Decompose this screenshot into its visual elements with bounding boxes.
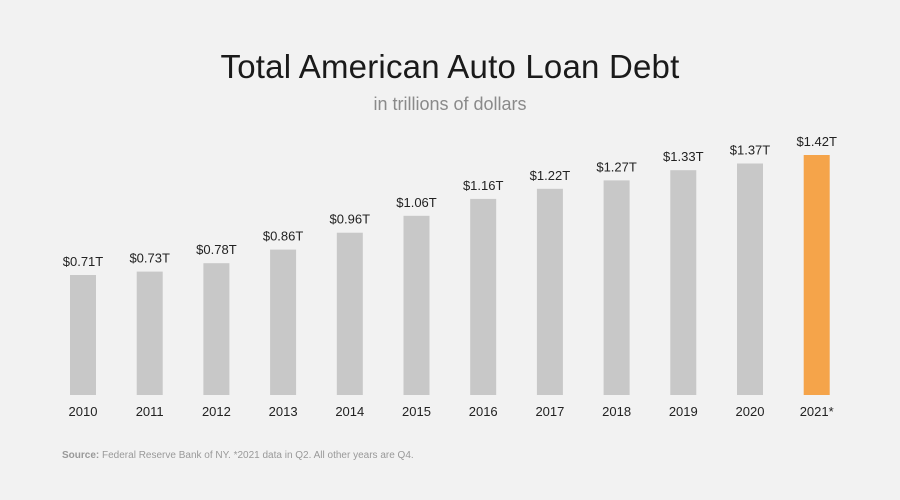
bar-2021 [803,155,830,395]
bar-2017 [536,188,563,395]
x-tick-label: 2012 [202,404,231,419]
x-tick-label: 2018 [602,404,631,419]
source-text: Federal Reserve Bank of NY. *2021 data i… [102,450,414,461]
bar-value-label: $0.78T [196,242,237,257]
x-tick-label: 2011 [136,404,164,419]
bar-2016 [470,198,497,395]
bar-2018 [603,180,630,395]
source-note: Source: Federal Reserve Bank of NY. *202… [62,450,414,461]
bar-2012 [203,263,230,395]
x-tick-label: 2017 [535,404,564,419]
bars-group: $0.71T 2010 $0.73T 2011 $0.78T 2012 $0.86T 2013… [63,134,837,419]
bar-value-label: $1.33T [663,149,704,164]
bar-value-label: $1.06T [396,195,437,210]
bar-2013 [270,249,297,395]
bar-value-label: $0.73T [129,251,170,266]
bar-value-label: $1.42T [796,134,837,149]
bar-value-label: $0.86T [263,229,304,244]
bar-2010 [70,275,96,395]
x-tick-label: 2015 [402,404,431,419]
bar-value-label: $0.71T [63,254,104,269]
x-tick-label: 2010 [69,404,98,419]
bar-value-label: $0.96T [330,212,371,227]
bar-value-label: $1.16T [463,178,504,193]
x-tick-label: 2020 [736,404,765,419]
x-tick-label: 2021* [800,404,834,419]
bar-2019 [670,170,697,395]
bar-2015 [403,215,430,395]
bar-value-label: $1.27T [596,159,637,174]
bar-2011 [136,271,163,395]
chart-title: Total American Auto Loan Debt [220,48,680,85]
bar-2014 [336,232,363,395]
bar-value-label: $1.37T [730,143,771,158]
source-label: Source: [62,450,100,461]
bar-2020 [737,163,763,395]
x-tick-label: 2013 [269,404,298,419]
x-tick-label: 2016 [469,404,498,419]
x-tick-label: 2019 [669,404,698,419]
chart-subtitle: in trillions of dollars [373,94,527,114]
x-tick-label: 2014 [335,404,364,419]
bar-value-label: $1.22T [530,168,571,183]
